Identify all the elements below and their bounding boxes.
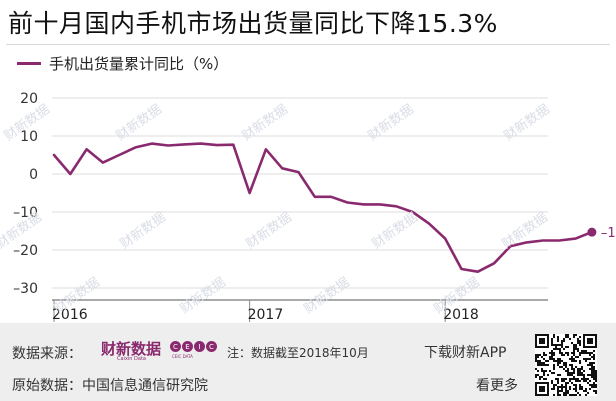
qr-code-icon[interactable] bbox=[535, 334, 597, 396]
y-tick-label: 10 bbox=[20, 129, 38, 145]
line-chart: 20 10 0 –10 –20 –30 2016 2017 2018 –15.3% bbox=[13, 91, 616, 323]
original-source: 原始数据：中国信息通信研究院 bbox=[12, 378, 208, 394]
y-tick-label: 20 bbox=[20, 91, 38, 107]
legend-swatch bbox=[17, 61, 41, 65]
chart-title: 前十月国内手机市场出货量同比下降15.3% bbox=[8, 9, 498, 38]
y-tick-label: 0 bbox=[29, 167, 38, 183]
legend-label: 手机出货量累计同比（%） bbox=[49, 54, 229, 73]
source-label: 数据来源： bbox=[12, 346, 82, 362]
data-cutoff-note: 注：数据截至2018年10月 bbox=[227, 346, 369, 360]
ceic-letter-i: I bbox=[194, 341, 205, 352]
ceic-logo: C E I C bbox=[170, 341, 218, 352]
x-tick-label: 2016 bbox=[52, 307, 88, 323]
endpoint-label: –15.3% bbox=[601, 226, 616, 241]
x-tick-label: 2017 bbox=[248, 307, 284, 323]
ceic-letter-c2: C bbox=[206, 341, 217, 352]
endpoint-marker bbox=[587, 227, 597, 237]
title-divider bbox=[6, 44, 610, 45]
footer bbox=[0, 323, 616, 401]
caixin-data-logo: 财新数据 bbox=[101, 340, 162, 358]
download-app-link[interactable]: 下载财新APP bbox=[424, 345, 507, 361]
ceic-letter-c: C bbox=[170, 341, 181, 352]
y-tick-label: –10 bbox=[13, 205, 38, 221]
chart-legend: 手机出货量累计同比（%） bbox=[17, 53, 228, 73]
y-tick-label: –20 bbox=[13, 243, 38, 259]
series-line bbox=[52, 142, 594, 274]
y-tick-label: –30 bbox=[13, 281, 38, 297]
see-more-link[interactable]: 看更多 bbox=[476, 378, 518, 394]
ceic-letter-e: E bbox=[182, 341, 193, 352]
caixin-data-logo-sub: Caixin Data bbox=[117, 356, 146, 362]
x-tick-label: 2018 bbox=[443, 307, 479, 323]
ceic-logo-sub: CEIC DATA bbox=[172, 354, 193, 359]
